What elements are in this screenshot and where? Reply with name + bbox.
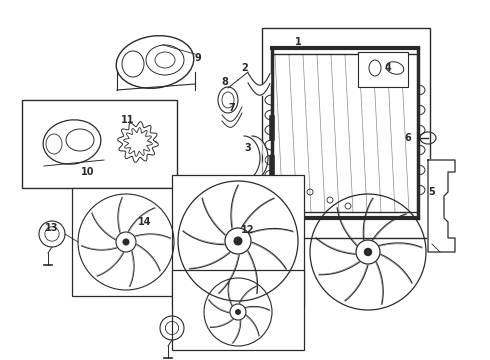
Text: 12: 12 [241, 225, 255, 235]
Polygon shape [428, 160, 455, 252]
Bar [172, 175, 304, 307]
Bar [72, 188, 180, 296]
Circle shape [236, 310, 241, 314]
Text: 7: 7 [229, 103, 235, 113]
Text: 4: 4 [385, 63, 392, 73]
Text: 8: 8 [221, 77, 228, 87]
Circle shape [234, 237, 242, 245]
Circle shape [365, 248, 371, 256]
Text: 3: 3 [245, 143, 251, 153]
Text: 13: 13 [45, 223, 59, 233]
Text: 14: 14 [138, 217, 152, 227]
Text: 2: 2 [242, 63, 248, 73]
Polygon shape [118, 122, 158, 162]
Bar [262, 28, 430, 238]
Bar [358, 52, 408, 87]
Text: 1: 1 [294, 37, 301, 47]
Circle shape [123, 239, 129, 245]
Text: 10: 10 [81, 167, 95, 177]
Text: 11: 11 [121, 115, 135, 125]
Text: 6: 6 [405, 133, 412, 143]
Text: 9: 9 [195, 53, 201, 63]
Bar [22, 100, 177, 188]
Text: 5: 5 [429, 187, 436, 197]
Bar [172, 270, 304, 350]
